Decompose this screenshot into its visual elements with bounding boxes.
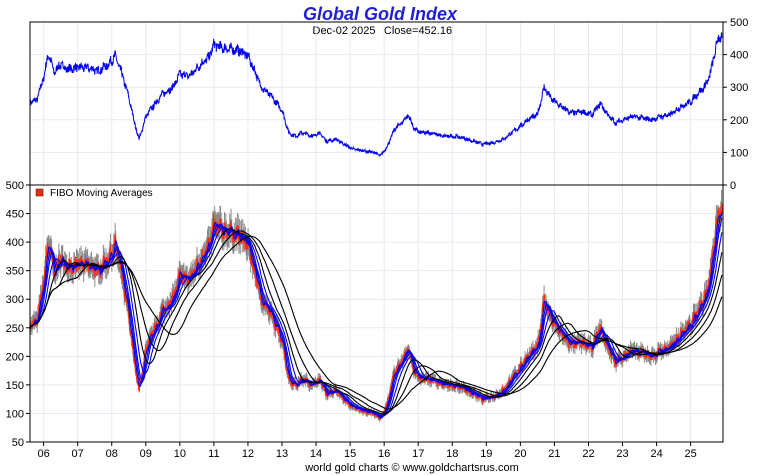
bottom-ytick-label: 350 bbox=[6, 266, 24, 278]
legend-swatch bbox=[35, 188, 44, 197]
xtick-label: 10 bbox=[174, 448, 186, 460]
bottom-ytick-label: 250 bbox=[6, 323, 24, 335]
xtick-label: 13 bbox=[276, 448, 288, 460]
xtick-label: 25 bbox=[685, 448, 697, 460]
xtick-label: 16 bbox=[378, 448, 390, 460]
xtick-label: 22 bbox=[582, 448, 594, 460]
top-ytick-label: 0 bbox=[730, 180, 736, 192]
moving-average-line bbox=[29, 235, 723, 410]
moving-average-line bbox=[29, 227, 723, 415]
bottom-ytick-label: 50 bbox=[12, 437, 24, 449]
bottom-ytick-label: 200 bbox=[6, 351, 24, 363]
bottom-panel-frame bbox=[29, 184, 724, 443]
top-ytick-label: 500 bbox=[730, 17, 748, 29]
xtick-label: 19 bbox=[480, 448, 492, 460]
chart-title: Global Gold Index bbox=[303, 4, 458, 24]
xtick-label: 20 bbox=[514, 448, 526, 460]
bottom-ytick-label: 400 bbox=[6, 237, 24, 249]
close-date: Dec-02 2025 bbox=[313, 25, 376, 37]
bottom-ytick-label: 150 bbox=[6, 380, 24, 392]
footer-credit: world gold charts © www.goldchartsrus.co… bbox=[304, 462, 519, 474]
xtick-label: 24 bbox=[650, 448, 662, 460]
fibo-moving-averages bbox=[29, 212, 723, 419]
bottom-ytick-label: 300 bbox=[6, 294, 24, 306]
legend-label: FIBO Moving Averages bbox=[50, 188, 153, 199]
moving-average-line bbox=[29, 226, 723, 416]
top-ytick-label: 300 bbox=[730, 82, 748, 94]
xtick-label: 21 bbox=[548, 448, 560, 460]
bottom-panel: 50 100 150 200 250 300 350 400 450 500 06 07 08 09 10… bbox=[6, 180, 724, 460]
gold-index-series bbox=[29, 32, 723, 158]
xtick-label: 07 bbox=[72, 448, 84, 460]
gold-index-line bbox=[29, 32, 723, 158]
xtick-label: 08 bbox=[106, 448, 118, 460]
bottom-ytick-label: 500 bbox=[6, 180, 24, 192]
top-ytick-label: 100 bbox=[730, 147, 748, 159]
xtick-label: 11 bbox=[208, 448, 219, 460]
xtick-label: 23 bbox=[616, 448, 628, 460]
bottom-ytick-label: 100 bbox=[6, 408, 24, 420]
xtick-label: 09 bbox=[140, 448, 152, 460]
top-ytick-label: 400 bbox=[730, 50, 748, 62]
xtick-label: 18 bbox=[446, 448, 458, 460]
xtick-label: 17 bbox=[412, 448, 424, 460]
xtick-label: 06 bbox=[37, 448, 49, 460]
top-ytick-label: 200 bbox=[730, 115, 748, 127]
xtick-label: 12 bbox=[242, 448, 254, 460]
xtick-label: 15 bbox=[344, 448, 356, 460]
bottom-ytick-label: 450 bbox=[6, 209, 24, 221]
xtick-label: 14 bbox=[310, 448, 322, 460]
